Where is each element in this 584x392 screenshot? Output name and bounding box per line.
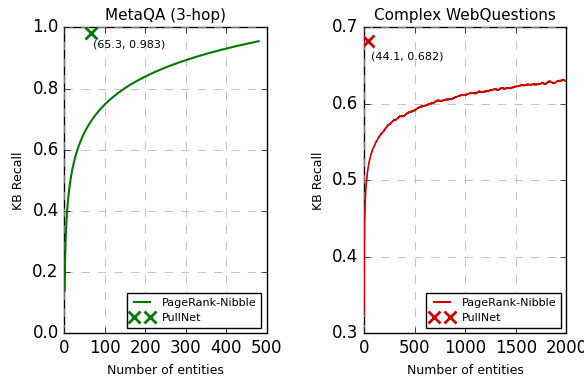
Y-axis label: KB Recall: KB Recall [312,151,325,210]
Legend: PageRank-Nibble, PullNet: PageRank-Nibble, PullNet [426,293,561,328]
X-axis label: Number of entities: Number of entities [407,364,524,377]
Text: (44.1, 0.682): (44.1, 0.682) [371,51,443,62]
Title: MetaQA (3-hop): MetaQA (3-hop) [105,9,226,24]
Title: Complex WebQuestions: Complex WebQuestions [374,9,556,24]
X-axis label: Number of entities: Number of entities [107,364,224,377]
Text: (65.3, 0.983): (65.3, 0.983) [93,40,165,50]
Y-axis label: KB Recall: KB Recall [12,151,25,210]
Legend: PageRank-Nibble, PullNet: PageRank-Nibble, PullNet [127,293,261,328]
